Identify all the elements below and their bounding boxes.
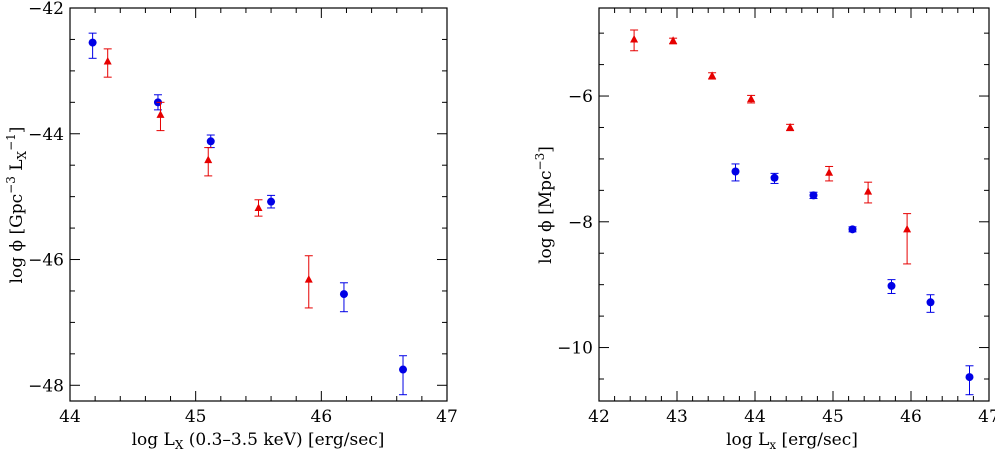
data-point-circle bbox=[965, 373, 974, 382]
x-tick-label: 46 bbox=[311, 407, 333, 427]
data-point-triangle bbox=[669, 36, 678, 44]
x-tick-label: 47 bbox=[436, 407, 458, 427]
data-point-circle bbox=[399, 365, 408, 374]
data-point-circle bbox=[206, 137, 215, 146]
data-point-circle bbox=[809, 191, 818, 200]
x-tick-label: 45 bbox=[185, 407, 207, 427]
data-point-triangle bbox=[156, 110, 165, 118]
right-plot-frame bbox=[598, 7, 990, 402]
data-point-triangle bbox=[103, 56, 112, 65]
x-tick-label: 44 bbox=[744, 407, 766, 427]
x-tick-label: 44 bbox=[59, 407, 81, 427]
data-point-triangle bbox=[825, 168, 834, 176]
data-point-circle bbox=[770, 173, 779, 182]
x-tick-label: 42 bbox=[588, 407, 610, 427]
right-panel: 42 43 44 45 46 47 −10 −8 −6 log Lx [erg/sec] log… bbox=[533, 7, 995, 452]
data-point-circle bbox=[731, 167, 740, 176]
y-tick-label: −44 bbox=[28, 125, 64, 145]
data-point-triangle bbox=[708, 71, 717, 79]
left-axis-ticks: 44 45 46 47 −48 −46 −44 −42 bbox=[28, 0, 458, 427]
data-point-circle bbox=[848, 225, 857, 234]
error-bar bbox=[903, 213, 912, 265]
data-point-circle bbox=[339, 290, 348, 299]
left-data-points bbox=[88, 32, 408, 396]
x-tick-label: 43 bbox=[666, 407, 688, 427]
right-x-axis-label: log Lx [erg/sec] bbox=[726, 430, 858, 452]
data-point-triangle bbox=[630, 34, 639, 43]
x-tick-label: 45 bbox=[822, 407, 844, 427]
x-tick-label: 46 bbox=[900, 407, 922, 427]
data-point-circle bbox=[267, 197, 276, 206]
x-tick-label: 47 bbox=[978, 407, 995, 427]
y-tick-label: −6 bbox=[568, 87, 593, 107]
y-tick-label: −42 bbox=[28, 0, 64, 19]
left-x-axis-label: log LX (0.3–3.5 keV) [erg/sec] bbox=[132, 430, 385, 452]
error-bar bbox=[399, 355, 408, 396]
data-point-circle bbox=[926, 298, 935, 307]
data-point-triangle bbox=[304, 275, 313, 283]
right-axis-ticks: 42 43 44 45 46 47 −10 −8 −6 bbox=[557, 8, 995, 427]
data-point-triangle bbox=[204, 155, 213, 164]
data-point-triangle bbox=[747, 94, 756, 103]
data-point-circle bbox=[887, 281, 896, 290]
left-y-axis-label: log ϕ [Gpc−3 LX−1] bbox=[4, 127, 29, 284]
y-tick-label: −48 bbox=[28, 376, 64, 396]
left-panel: 44 45 46 47 −48 −46 −44 −42 log LX (0.3–3.5 keV… bbox=[4, 0, 458, 452]
data-point-triangle bbox=[786, 122, 795, 131]
left-plot-frame bbox=[69, 7, 448, 402]
right-data-points bbox=[630, 29, 974, 396]
right-y-axis-label: log ϕ [Mpc−3] bbox=[533, 146, 556, 264]
y-tick-label: −46 bbox=[28, 251, 64, 271]
data-point-circle bbox=[88, 38, 97, 47]
data-point-triangle bbox=[254, 203, 263, 211]
y-tick-label: −8 bbox=[568, 213, 593, 233]
data-point-triangle bbox=[864, 187, 873, 195]
y-tick-label: −10 bbox=[557, 339, 593, 359]
data-point-triangle bbox=[903, 224, 912, 233]
